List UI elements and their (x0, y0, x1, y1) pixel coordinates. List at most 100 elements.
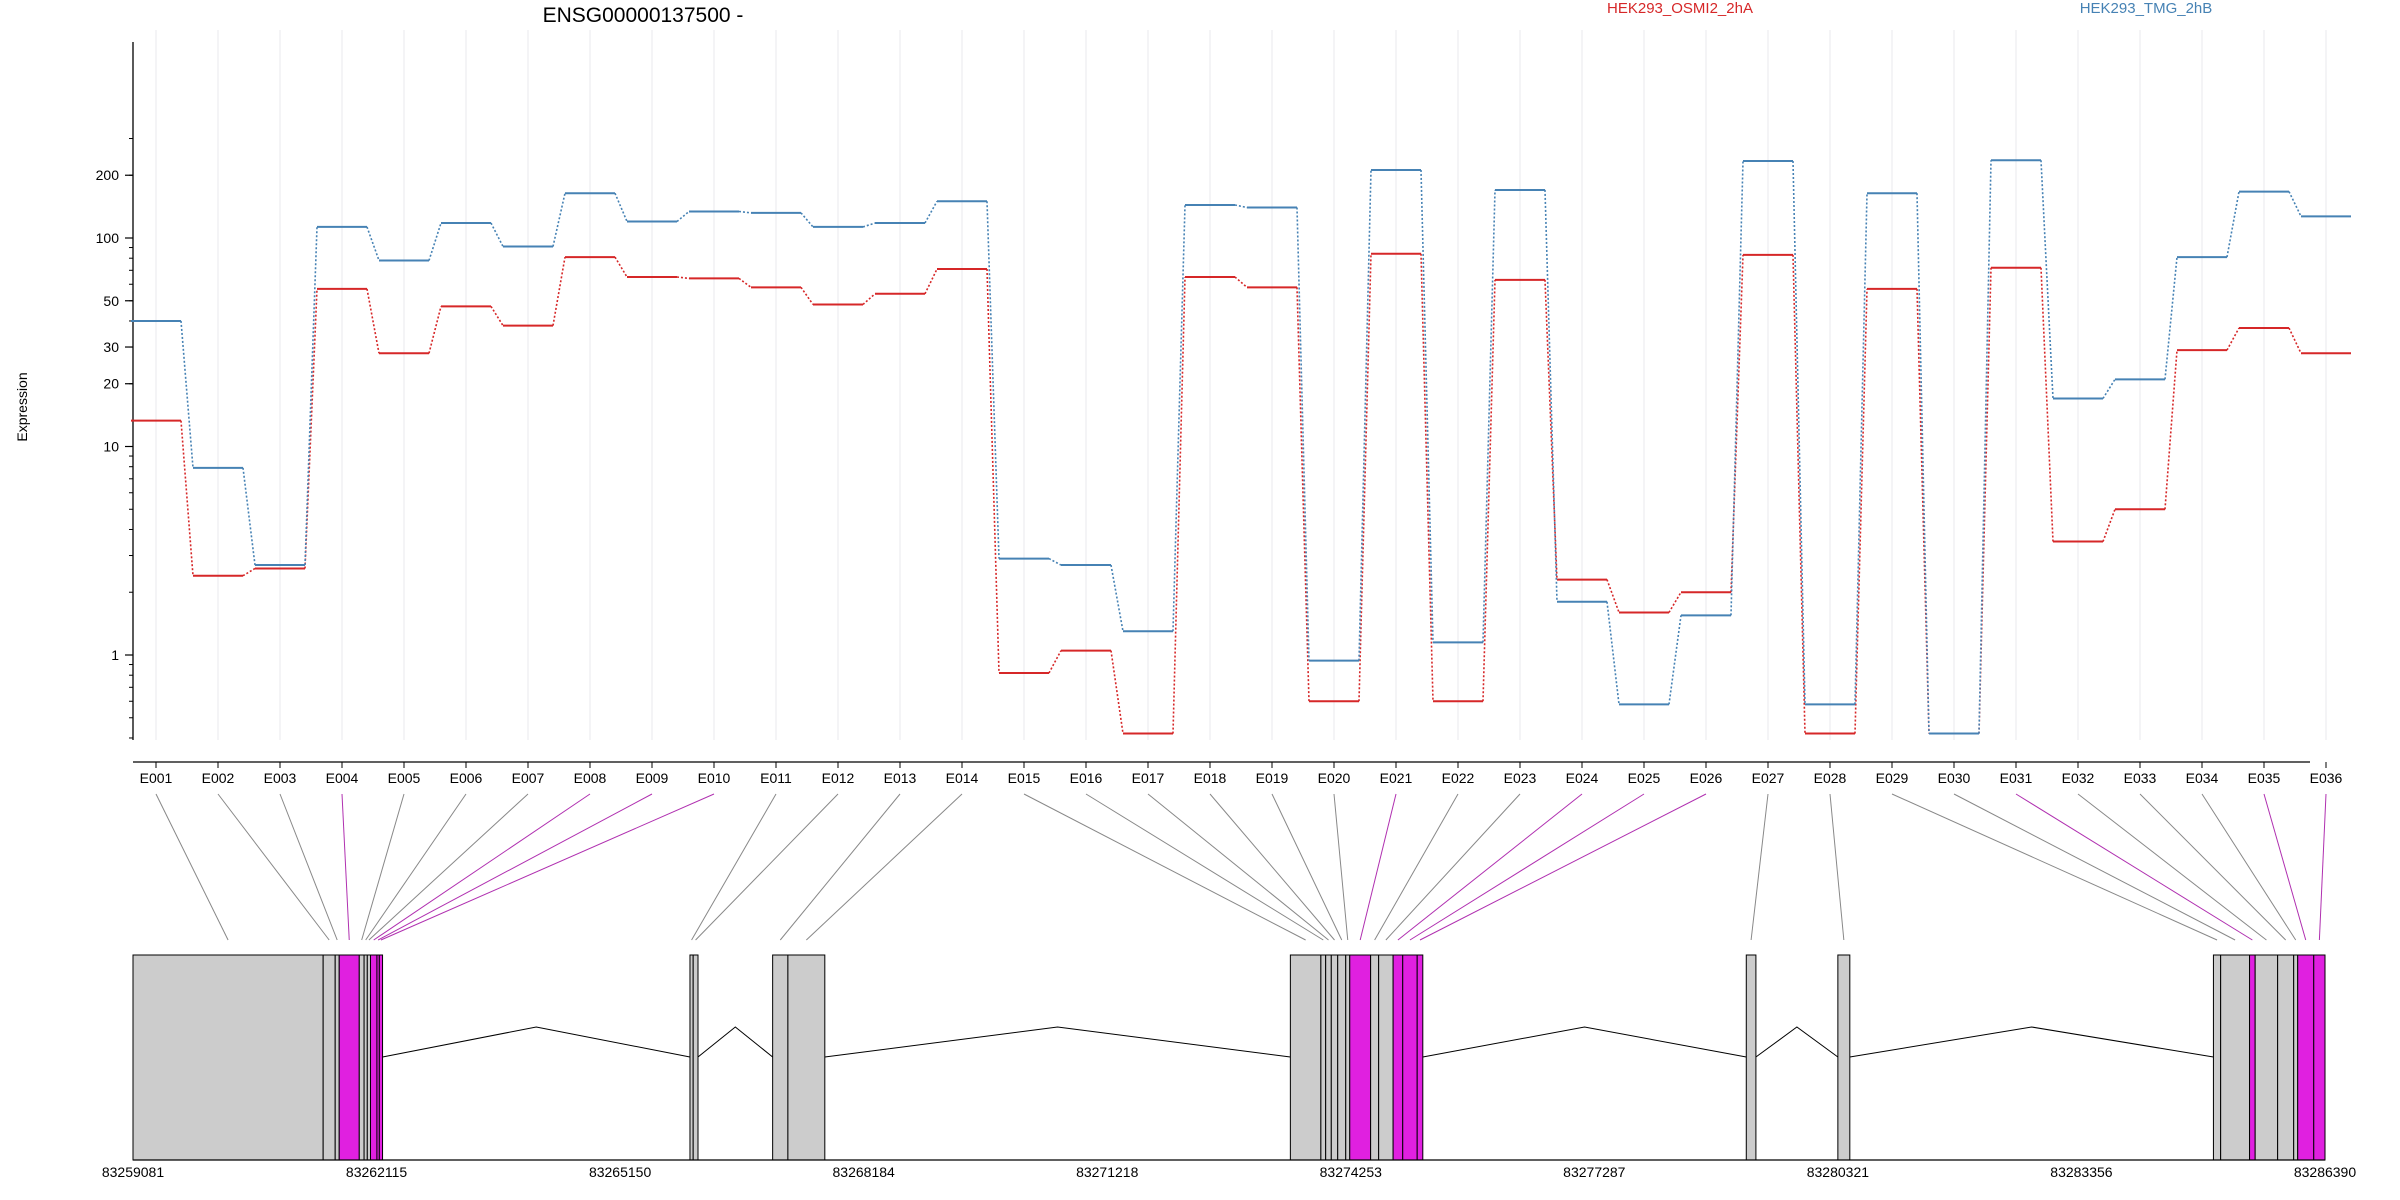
coordinate-label: 83277287 (1563, 1164, 1626, 1180)
x-tick-label-e031: E031 (2000, 770, 2033, 786)
series-connector (1296, 287, 1310, 702)
series-connector (1854, 193, 1868, 705)
series-connector (614, 192, 628, 222)
series-connector (986, 268, 1000, 673)
exon-connector-e015 (1023, 793, 1306, 941)
exon-connectors (155, 793, 2327, 941)
x-tick-label-e034: E034 (2186, 770, 2219, 786)
x-tick-label-e028: E028 (1814, 770, 1847, 786)
series-connector (1358, 253, 1372, 702)
series-connector (2226, 191, 2240, 258)
series-connector (2164, 350, 2178, 510)
exon-block-e035 (2297, 954, 2315, 1161)
y-tick-label: 20 (103, 376, 119, 392)
x-tick-label-e005: E005 (388, 770, 421, 786)
series-connector (1234, 204, 1248, 209)
exon-connector-e016 (1085, 793, 1324, 941)
x-tick-label-e006: E006 (450, 770, 483, 786)
exon-block-e004 (338, 954, 360, 1161)
series-connector (490, 305, 504, 327)
exon-block-e022 (1370, 954, 1380, 1161)
series-connector (1482, 189, 1496, 643)
x-tick-label-e011: E011 (760, 770, 792, 786)
exon-block-e027 (1745, 954, 1757, 1161)
series-connector (2102, 378, 2116, 399)
exon-connector-e035 (2263, 793, 2307, 941)
series-connector (614, 256, 628, 278)
x-tick-label-e015: E015 (1008, 770, 1041, 786)
series-connector (1544, 189, 1558, 602)
exon-block-e003 (334, 954, 340, 1161)
x-tick-label-e008: E008 (574, 770, 607, 786)
series-connector (1916, 193, 1930, 734)
exon-connector-e036 (2318, 793, 2327, 941)
y-tick-label: 1 (111, 647, 119, 663)
exon-block-e030 (2220, 954, 2251, 1161)
series-connector (2102, 508, 2116, 542)
exon-block-e005 (358, 954, 365, 1161)
series-connector (986, 201, 1000, 559)
exon-block-e026 (1416, 954, 1424, 1161)
x-tick-label-e024: E024 (1566, 770, 1599, 786)
exon-connector-e004 (341, 793, 350, 941)
coordinate-label: 83286390 (2294, 1164, 2357, 1180)
series-connector (1668, 591, 1682, 613)
series-connector (862, 293, 876, 306)
exon-connector-e007 (368, 793, 529, 941)
x-tick-label-e036: E036 (2310, 770, 2343, 786)
series-lines (131, 159, 2351, 735)
x-tick-label-e023: E023 (1504, 770, 1537, 786)
x-tick-label-e003: E003 (264, 770, 297, 786)
series-connector (1792, 254, 1806, 734)
series-connector (1730, 254, 1744, 593)
exon-block-e016 (1320, 954, 1327, 1161)
series-connector (1110, 564, 1124, 632)
x-tick-label-e002: E002 (202, 770, 235, 786)
series-connector (366, 288, 380, 354)
series-connector (2226, 327, 2240, 351)
series-connector (1048, 650, 1062, 674)
series-connector (242, 467, 256, 566)
series-connector (1358, 169, 1372, 661)
series-connector (552, 193, 566, 247)
exon-connector-e022 (1374, 793, 1459, 941)
exon-block-e028 (1837, 954, 1851, 1161)
series-connector (1110, 650, 1124, 734)
axes: 1 10 20 30 50 100 200 E001 E002 E003 E004 E005 E006 E… (96, 42, 2343, 786)
exon-connector-e031 (2015, 793, 2253, 941)
exon-connector-e013 (779, 793, 901, 941)
series-connector (428, 222, 442, 261)
exon-connector-e020 (1333, 793, 1349, 941)
exon-connector-e028 (1829, 793, 1845, 941)
exon-block-e002 (322, 954, 336, 1161)
exon-block-e008 (370, 954, 378, 1161)
series-connector (924, 268, 938, 295)
series-connector (1606, 601, 1620, 705)
series-connector (800, 212, 814, 228)
series-connector (490, 222, 504, 247)
series-connector (1730, 160, 1744, 616)
series-connector (1544, 279, 1558, 580)
exon-connector-e008 (373, 793, 591, 941)
exon-block-e017 (1325, 954, 1332, 1161)
series-connector (1296, 207, 1310, 661)
exon-block-e024 (1392, 954, 1404, 1161)
x-tick-label-e033: E033 (2124, 770, 2157, 786)
coordinate-label: 83280321 (1807, 1164, 1870, 1180)
series-connector (366, 226, 380, 261)
series-b (131, 159, 2351, 735)
x-tick-label-e013: E013 (884, 770, 917, 786)
series-connector (1172, 276, 1186, 734)
exon-connector-e029 (1891, 793, 2218, 941)
series-connector (180, 320, 194, 468)
intron-line (1849, 1026, 2214, 1058)
y-tick-label: 100 (96, 230, 120, 246)
exon-block-e032 (2254, 954, 2279, 1161)
exon-block-e029 (2212, 954, 2222, 1161)
exon-block-e023 (1378, 954, 1394, 1161)
exon-connector-e003 (279, 793, 338, 941)
y-axis-label: Expression (14, 372, 30, 441)
x-tick-label-e014: E014 (946, 770, 979, 786)
y-tick-label: 30 (103, 339, 119, 355)
exon-connector-e033 (2139, 793, 2287, 941)
